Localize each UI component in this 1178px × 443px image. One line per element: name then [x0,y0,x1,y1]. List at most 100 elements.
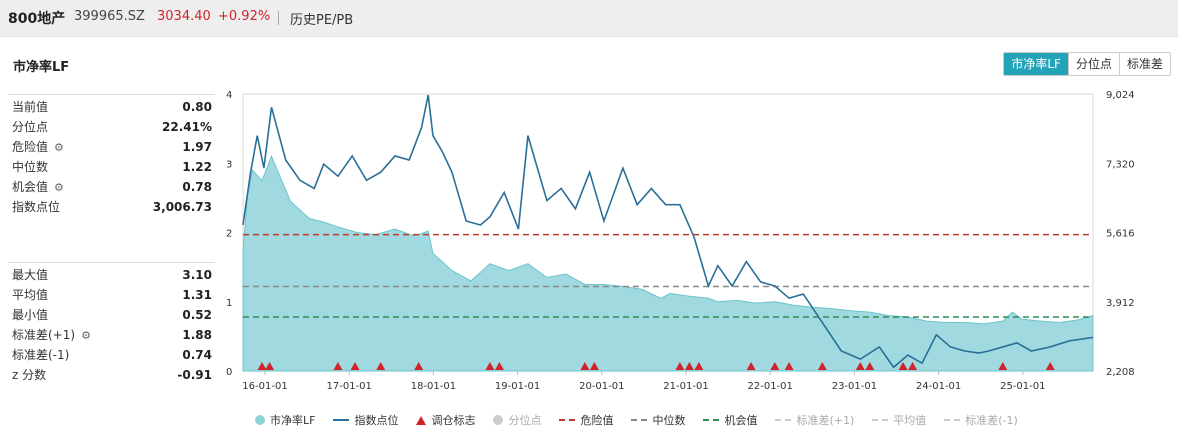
stat-label: z 分数 [12,368,47,382]
stat-value: 1.88 [182,328,212,342]
header-divider [278,11,279,25]
gear-icon[interactable]: ⚙ [54,141,64,154]
y-left-tick-label: 1 [226,298,232,309]
stat-value: 1.22 [182,160,212,174]
metric-button-group: 市净率LF 分位点 标准差 [1003,52,1171,76]
stat-value: 1.97 [182,140,212,154]
rebalance-marker [675,362,685,370]
pb-lf-button[interactable]: 市净率LF [1004,53,1068,75]
stat-value: 0.80 [182,100,212,114]
stat-label: 标准差(+1) ⚙ [12,325,91,346]
legend-label: 机会值 [724,414,758,427]
stats-divider-top [8,94,215,95]
rebalance-marker [376,362,386,370]
stat-value: 3,006.73 [152,200,212,214]
rebalance-marker [485,362,495,370]
x-tick-label: 25-01-01 [1000,381,1045,392]
stat-row: 平均值 1.31 [8,285,215,305]
legend-swatch-icon [416,415,427,425]
stat-label: 分位点 [12,120,49,134]
rebalance-marker [265,362,275,370]
rebalance-marker [817,362,827,370]
legend-label: 分位点 [508,414,542,427]
index-price: 3034.40 [157,9,211,24]
x-tick-label: 21-01-01 [663,381,708,392]
rebalance-marker [684,362,694,370]
stat-row: 标准差(+1) ⚙ 1.88 [8,325,215,345]
stat-label: 指数点位 [12,200,61,214]
stat-value: 1.31 [182,288,212,302]
stat-row: 指数点位 3,006.73 [8,197,215,217]
legend-label: 中位数 [652,414,686,427]
gear-icon[interactable]: ⚙ [54,181,64,194]
x-tick-label: 23-01-01 [832,381,877,392]
gear-icon[interactable]: ⚙ [81,329,91,342]
stat-row: 标准差(-1) 0.74 [8,345,215,365]
legend-swatch-icon [872,419,889,421]
rebalance-marker [855,362,865,370]
y-left-tick-label: 0 [226,367,232,378]
percentile-button[interactable]: 分位点 [1067,53,1119,75]
legend-label: 标准差(+1) [796,414,855,427]
legend-item[interactable]: 标准差(-1) [944,412,1018,428]
legend-item[interactable]: 标准差(+1) [775,412,854,428]
legend-swatch-icon [775,419,792,421]
legend-label: 指数点位 [354,414,399,427]
legend-label: 标准差(-1) [965,414,1018,427]
stat-value: 0.78 [182,180,212,194]
rebalance-marker [694,362,704,370]
tab-history-pe-pb[interactable]: 历史PE/PB [290,13,354,28]
legend-label: 平均值 [893,414,927,427]
legend-item[interactable]: 危险值 [559,412,613,428]
stat-value: 3.10 [182,268,212,282]
legend-item[interactable]: 市净率LF [255,412,315,428]
index-line-series [242,94,1094,369]
stats-panel-history: 最大值 3.10 平均值 1.31 最小值 0.52 标准差(+1) ⚙ 1.88 标准差(-1)… [8,265,215,385]
std-dev-button[interactable]: 标准差 [1118,53,1170,75]
chart-legend: 市净率LF 指数点位 调仓标志 分位点 危险值 中位数 机会值 标准差(+1) 平均值 标准差(-… [255,412,1036,428]
legend-item[interactable]: 分位点 [493,412,541,428]
rebalance-marker [746,362,756,370]
legend-swatch-icon [703,419,720,421]
rebalance-marker [1045,362,1055,370]
rebalance-marker [494,362,504,370]
y-left-tick-label: 3 [226,159,232,170]
stat-value: 0.74 [182,348,212,362]
stat-label: 危险值 ⚙ [12,137,64,158]
stat-label: 当前值 [12,100,49,114]
rebalance-marker [589,362,599,370]
x-tick-label: 19-01-01 [495,381,540,392]
legend-item[interactable]: 机会值 [703,412,757,428]
x-tick-label: 24-01-01 [916,381,961,392]
stat-row: 最小值 0.52 [8,305,215,325]
y-right-tick-label: 2,208 [1106,367,1135,378]
y-right-tick-label: 5,616 [1106,229,1135,240]
stat-label: 最大值 [12,268,49,282]
rebalance-marker [257,362,267,370]
legend-swatch-icon [559,419,576,421]
stat-value: 22.41% [162,120,212,134]
stat-row: 危险值 ⚙ 1.97 [8,137,215,157]
legend-item[interactable]: 指数点位 [333,412,398,428]
stat-row: 分位点 22.41% [8,117,215,137]
legend-label: 危险值 [580,414,614,427]
legend-swatch-icon [631,419,648,421]
rebalance-marker [898,362,908,370]
stats-panel-current: 当前值 0.80 分位点 22.41% 危险值 ⚙ 1.97 中位数 1.22 机会值 ⚙ 0.78 指… [8,97,215,217]
x-tick-label: 20-01-01 [579,381,624,392]
stat-row: 当前值 0.80 [8,97,215,117]
legend-swatch-icon [255,415,265,425]
y-right-tick-label: 3,912 [1106,298,1135,309]
legend-item[interactable]: 中位数 [631,412,685,428]
legend-item[interactable]: 平均值 [872,412,926,428]
stat-label: 标准差(-1) [12,348,70,362]
rebalance-marker [998,362,1008,370]
index-name: 800地产 [8,11,66,27]
stat-row: 机会值 ⚙ 0.78 [8,177,215,197]
rebalance-marker [865,362,875,370]
rebalance-marker [770,362,780,370]
legend-item[interactable]: 调仓标志 [416,412,475,428]
x-tick-label: 17-01-01 [327,381,372,392]
x-tick-label: 22-01-01 [748,381,793,392]
